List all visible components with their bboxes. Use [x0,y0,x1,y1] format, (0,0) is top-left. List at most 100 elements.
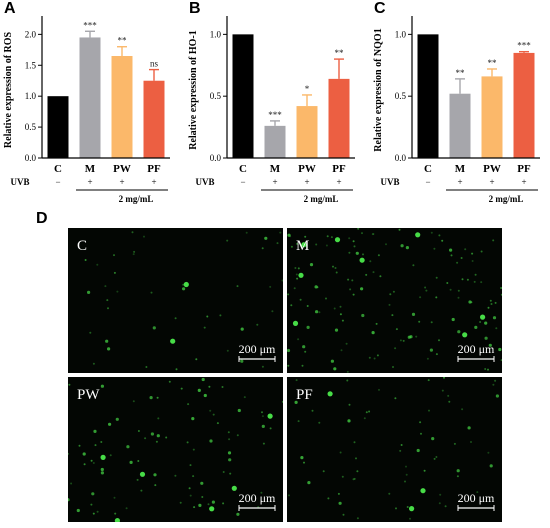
panel-label-c: C [374,0,386,17]
panel-label-a: A [4,0,16,17]
fluorescent-cell [388,492,391,495]
fluorescent-cell [96,510,99,513]
y-axis-label: Relative expression of ROS [3,31,14,148]
fluorescent-cell [334,267,337,269]
fluorescent-cell [186,441,189,444]
fluorescent-cell [143,235,145,238]
significance-label: ** [488,58,498,68]
fluorescent-cell [395,507,397,510]
fluorescent-cell [180,387,183,390]
fluorescent-cell [391,314,394,317]
significance-label: ns [150,59,159,69]
fluorescent-cell [379,275,382,278]
fluorescent-cell [288,494,290,497]
fluorescent-cell [295,273,298,276]
fluorescent-cell [457,330,461,334]
fluorescent-cell [299,298,302,301]
micrograph-background [68,377,283,522]
fluorescent-cell [106,299,109,302]
fluorescent-cell [325,297,327,300]
fluorescent-cell [116,290,119,293]
fluorescent-cell [498,347,502,352]
fluorescent-cell [451,317,455,322]
fluorescent-cell [261,415,264,418]
category-label: C [424,163,432,175]
significance-label: *** [83,20,97,30]
fluorescent-cell [402,339,405,342]
fluorescent-cell [208,385,211,388]
fluorescent-cell [467,426,471,430]
fluorescent-cell [416,448,420,453]
fluorescent-cell [109,454,112,457]
fluorescent-cell [90,503,93,506]
fluorescent-cell [113,271,116,274]
category-label: PF [517,163,531,175]
fluorescent-cell [474,325,478,329]
fluorescent-cell [352,240,355,243]
fluorescent-cell [168,380,171,383]
bar-pw [296,106,318,158]
bar-pw [481,76,503,158]
fluorescent-cell [394,397,397,400]
fluorescent-cell [441,389,444,392]
significance-label: ** [335,48,345,58]
y-tick-label: 0.5 [210,91,222,101]
fluorescent-cell [355,251,359,255]
fluorescent-cell [368,356,371,359]
significance-label: *** [517,41,531,51]
fluorescent-cell [150,432,154,436]
fluorescent-cell [137,460,140,462]
uvb-mark: + [457,177,462,187]
fluorescent-cell [144,437,147,440]
fluorescent-cell [157,417,160,420]
fluorescent-cell [82,452,86,456]
fluorescent-cell [282,400,283,403]
fluorescent-cell [290,245,293,248]
fluorescent-cell [108,422,112,426]
fluorescent-cell [339,305,342,308]
fluorescent-cell [365,273,368,276]
fluorescent-cell [448,400,451,403]
fluorescent-cell [353,245,356,248]
fluorescent-cell [236,434,239,437]
fluorescent-cell [261,411,263,414]
fluorescent-cell [212,413,215,416]
bar-pf [328,78,350,158]
fluorescent-cell [435,353,438,356]
fluorescent-cell [429,348,433,352]
fluorescent-cell [287,364,290,367]
fluorescent-cell [349,288,352,291]
fluorescent-cell [435,296,438,299]
fluorescent-cell [290,304,293,307]
fluorescent-cell [137,430,140,432]
fluorescent-cell [348,403,351,406]
fluorescent-cell [433,457,436,460]
fluorescent-cell [332,265,334,268]
fluorescent-cell [90,459,93,462]
fluorescent-cell [357,228,360,230]
fluorescent-cell [276,242,279,245]
fluorescent-cell [227,431,230,434]
fluorescent-cell [492,239,495,242]
fluorescent-cell [140,489,143,492]
fluorescent-cell [287,293,290,296]
fluorescent-cell [468,300,472,304]
fluorescent-cell [419,296,422,299]
fluorescent-cell [92,512,95,515]
fluorescent-cell [427,379,430,382]
fluorescent-cell [269,427,272,430]
fluorescent-cell [129,460,133,464]
significance-label: ** [456,68,466,78]
fluorescent-cell [389,293,392,296]
fluorescent-cell [301,242,307,248]
uvb-mark: − [425,177,430,187]
fluorescent-cell [198,503,202,507]
fluorescent-cell [411,312,416,316]
dose-label: 2 mg/mL [304,194,339,204]
fluorescent-cell [356,470,359,473]
fluorescent-cell [113,254,115,257]
category-label: C [239,163,247,175]
fluorescent-cell [489,299,492,302]
fluorescent-cell [352,293,355,296]
